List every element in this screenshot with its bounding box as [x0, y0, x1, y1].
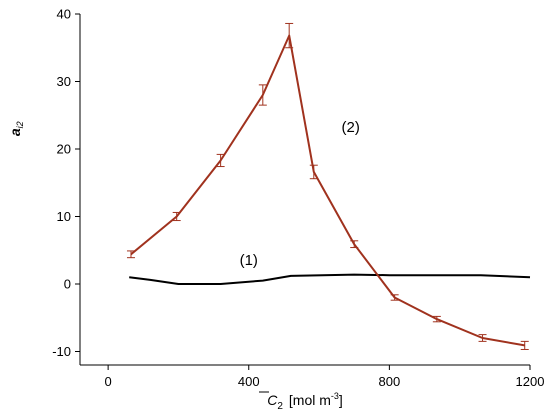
series-2 [126, 22, 529, 350]
series-group [126, 22, 531, 350]
x-axis-units-close: ] [339, 392, 343, 408]
error-bar [216, 153, 225, 168]
error-bar [285, 22, 294, 49]
error-bar [478, 334, 487, 342]
x-tick-label: 1200 [516, 374, 545, 389]
error-bar [172, 211, 181, 222]
x-tick-label: 800 [379, 374, 401, 389]
x-axis-label: C2 [mol m-3] [267, 391, 343, 412]
series-1 [129, 273, 531, 285]
x-tick-label: 0 [105, 374, 112, 389]
y-tick-label: 0 [64, 277, 71, 292]
error-bar [520, 340, 529, 350]
error-bar [258, 84, 267, 106]
axes [79, 14, 530, 366]
x-axis-symbol: C [267, 392, 278, 408]
y-tick-label: 30 [57, 74, 71, 89]
error-bar [432, 315, 441, 323]
error-bar [350, 240, 359, 249]
y-axis-subscript: i2 [15, 121, 25, 128]
x-tick-label: 400 [238, 374, 260, 389]
series-annotation: (2) [342, 119, 360, 136]
x-axis-units-sup: -3 [331, 391, 339, 401]
y-tick-label: 20 [57, 142, 71, 157]
y-tick-label: 40 [57, 7, 71, 22]
ticks: 0 400 800 1200 -10 0 10 20 30 40 [52, 7, 544, 390]
y-axis-symbol: a [7, 128, 23, 136]
y-tick-label: 10 [57, 209, 71, 224]
error-bar [390, 294, 399, 301]
x-axis-subscript: 2 [277, 401, 283, 412]
x-axis-units: [mol m [289, 392, 331, 408]
series-annotation: (1) [240, 252, 258, 269]
error-bar [309, 164, 318, 180]
series-2-line [130, 34, 525, 347]
error-bar [126, 250, 135, 259]
annotations: (1) (2) [240, 119, 360, 269]
y-tick-label: -10 [52, 344, 71, 359]
series-1-line [129, 273, 531, 285]
y-axis-label: ai2 [7, 121, 25, 136]
